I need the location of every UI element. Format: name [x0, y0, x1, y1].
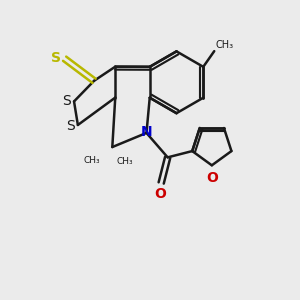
Text: CH₃: CH₃ — [83, 156, 100, 165]
Text: N: N — [141, 125, 153, 139]
Text: S: S — [51, 51, 61, 65]
Text: CH₃: CH₃ — [117, 158, 134, 166]
Text: S: S — [66, 118, 75, 133]
Text: CH₃: CH₃ — [215, 40, 234, 50]
Text: O: O — [154, 187, 166, 200]
Text: S: S — [62, 94, 71, 108]
Text: O: O — [206, 171, 218, 185]
